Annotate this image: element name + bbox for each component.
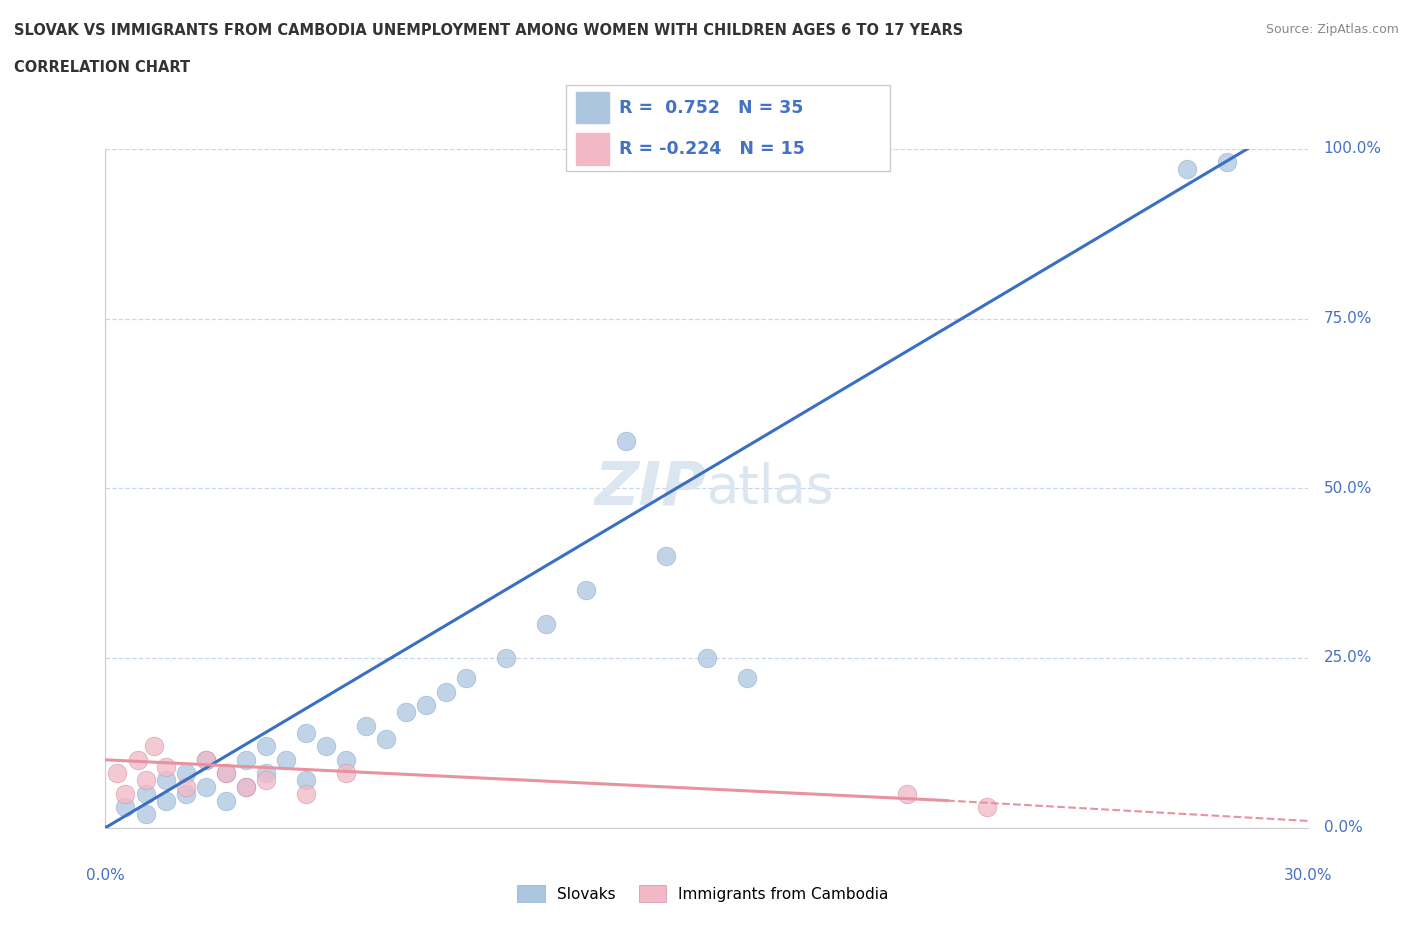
- Point: [194, 752, 217, 767]
- Text: 25.0%: 25.0%: [1323, 650, 1372, 666]
- Point: [354, 718, 377, 733]
- Point: [1216, 155, 1239, 170]
- Bar: [575, 92, 609, 124]
- Point: [214, 766, 236, 781]
- Point: [976, 800, 998, 815]
- Text: CORRELATION CHART: CORRELATION CHART: [14, 60, 190, 75]
- Text: atlas: atlas: [707, 462, 834, 514]
- Point: [155, 759, 177, 774]
- Point: [114, 787, 136, 802]
- Point: [194, 779, 217, 794]
- Point: [415, 698, 437, 713]
- Point: [235, 779, 257, 794]
- Point: [235, 779, 257, 794]
- Point: [495, 651, 517, 666]
- Point: [735, 671, 758, 685]
- Point: [194, 752, 217, 767]
- Point: [107, 766, 129, 781]
- Point: [174, 779, 197, 794]
- Point: [1175, 162, 1198, 177]
- Text: Source: ZipAtlas.com: Source: ZipAtlas.com: [1265, 23, 1399, 36]
- Text: 75.0%: 75.0%: [1323, 311, 1372, 326]
- Point: [174, 766, 197, 781]
- FancyBboxPatch shape: [565, 85, 890, 171]
- Point: [456, 671, 478, 685]
- Text: 50.0%: 50.0%: [1323, 481, 1372, 496]
- Point: [135, 806, 157, 821]
- Point: [315, 738, 337, 753]
- Point: [142, 738, 165, 753]
- Point: [295, 725, 318, 740]
- Point: [655, 549, 678, 564]
- Point: [274, 752, 297, 767]
- Point: [235, 752, 257, 767]
- Point: [534, 617, 557, 631]
- Point: [214, 793, 236, 808]
- Text: 30.0%: 30.0%: [1284, 869, 1331, 883]
- Point: [135, 787, 157, 802]
- Point: [135, 773, 157, 788]
- Text: 0.0%: 0.0%: [86, 869, 125, 883]
- Point: [616, 433, 638, 448]
- Point: [295, 787, 318, 802]
- Point: [254, 773, 277, 788]
- Point: [155, 773, 177, 788]
- Point: [335, 766, 357, 781]
- Point: [114, 800, 136, 815]
- Point: [395, 705, 418, 720]
- Point: [155, 793, 177, 808]
- Text: 0.0%: 0.0%: [1323, 820, 1362, 835]
- Text: R =  0.752   N = 35: R = 0.752 N = 35: [619, 99, 803, 116]
- Point: [335, 752, 357, 767]
- Point: [214, 766, 236, 781]
- Point: [295, 773, 318, 788]
- Legend: Slovaks, Immigrants from Cambodia: Slovaks, Immigrants from Cambodia: [512, 879, 894, 909]
- Bar: [575, 133, 609, 165]
- Point: [696, 651, 718, 666]
- Point: [174, 787, 197, 802]
- Point: [254, 738, 277, 753]
- Text: SLOVAK VS IMMIGRANTS FROM CAMBODIA UNEMPLOYMENT AMONG WOMEN WITH CHILDREN AGES 6: SLOVAK VS IMMIGRANTS FROM CAMBODIA UNEMP…: [14, 23, 963, 38]
- Point: [896, 787, 918, 802]
- Point: [575, 582, 598, 598]
- Text: 100.0%: 100.0%: [1323, 141, 1382, 156]
- Text: ZIP: ZIP: [595, 458, 707, 518]
- Point: [434, 684, 457, 699]
- Point: [254, 766, 277, 781]
- Text: R = -0.224   N = 15: R = -0.224 N = 15: [619, 140, 804, 158]
- Point: [127, 752, 149, 767]
- Point: [374, 732, 396, 747]
